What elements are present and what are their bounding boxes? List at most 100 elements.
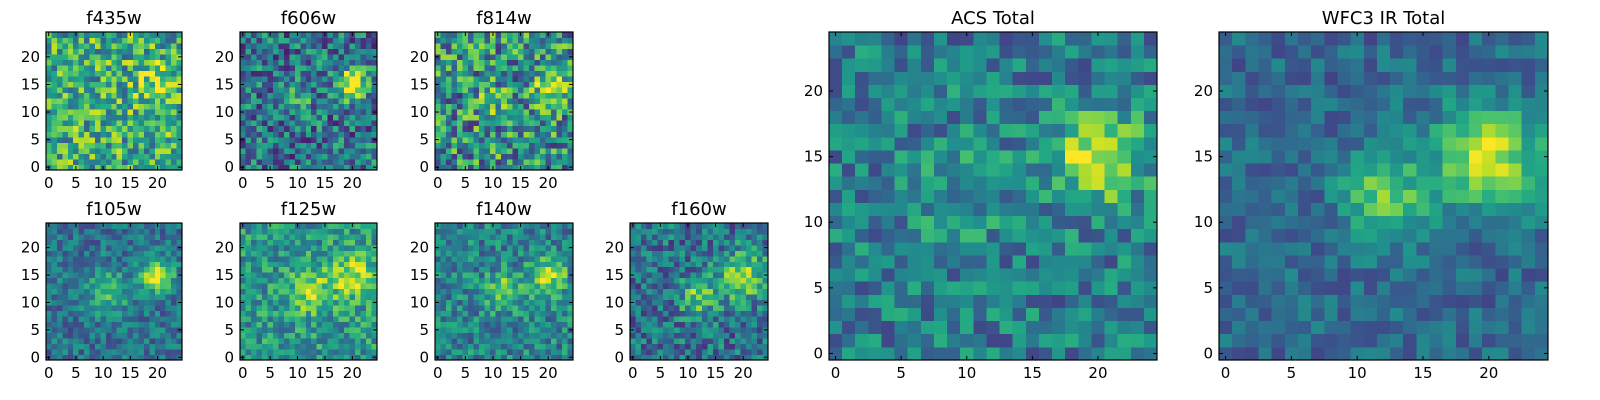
heatmap-cell	[250, 321, 257, 328]
heatmap-cell	[333, 136, 340, 143]
heatmap-cell	[523, 233, 530, 240]
heatmap-cell	[484, 299, 491, 306]
heatmap-cell	[355, 261, 361, 268]
heatmap-cell	[479, 288, 486, 295]
heatmap-cell	[56, 131, 63, 138]
heatmap-cell	[116, 255, 123, 262]
heatmap-cell	[294, 109, 301, 116]
heatmap-cell	[479, 349, 486, 355]
heatmap-cell	[154, 250, 161, 257]
heatmap-cell	[116, 59, 123, 66]
heatmap-cell	[349, 283, 356, 290]
heatmap-cell	[451, 299, 458, 306]
heatmap-cell	[435, 92, 441, 99]
heatmap-cell	[322, 92, 329, 99]
heatmap-cell	[256, 255, 263, 262]
heatmap-cell	[138, 81, 145, 88]
heatmap-cell	[920, 333, 935, 348]
heatmap-cell	[1091, 255, 1105, 269]
heatmap-cell	[371, 250, 378, 257]
heatmap-cell	[278, 48, 285, 55]
heatmap-cell	[646, 321, 653, 328]
heatmap-cell	[143, 43, 150, 49]
heatmap-cell	[300, 228, 307, 235]
heatmap-cell	[355, 332, 361, 339]
heatmap-cell	[283, 103, 290, 110]
heatmap-cell	[105, 120, 112, 127]
heatmap-cell	[484, 305, 491, 312]
heatmap-cell	[556, 305, 563, 312]
heatmap-cell	[933, 294, 948, 308]
heatmap-cell	[100, 239, 107, 246]
heatmap-cell	[462, 98, 469, 105]
heatmap-cell	[534, 81, 541, 88]
heatmap-cell	[523, 354, 530, 361]
heatmap-cell	[740, 327, 747, 333]
heatmap-cell	[333, 125, 340, 132]
heatmap-cell	[567, 32, 574, 38]
heatmap-cell	[355, 76, 361, 83]
heatmap-cell	[512, 147, 519, 154]
heatmap-cell	[349, 250, 356, 257]
heatmap-cell	[62, 158, 69, 165]
heatmap-cell	[272, 98, 279, 105]
heatmap-cell	[440, 147, 447, 154]
heatmap-cell	[528, 266, 535, 273]
heatmap-cell	[517, 158, 524, 165]
heatmap-cell	[176, 125, 183, 132]
heatmap-cell	[462, 92, 469, 99]
heatmap-cell	[327, 153, 334, 160]
heatmap-cell	[745, 294, 752, 301]
heatmap-cell	[539, 321, 546, 328]
heatmap-cell	[78, 255, 85, 262]
heatmap-cell	[1091, 294, 1105, 308]
heatmap-cell	[176, 250, 183, 257]
heatmap-cells	[435, 223, 574, 361]
heatmap-cell	[495, 65, 502, 72]
heatmap-cell	[435, 310, 441, 317]
heatmap-cell	[84, 299, 90, 306]
heatmap-cell	[116, 43, 123, 49]
heatmap-cell	[171, 283, 177, 290]
heatmap-cell	[473, 343, 480, 350]
heatmap-cell	[973, 215, 987, 230]
heatmap-cell	[479, 239, 486, 246]
heatmap-cell	[138, 338, 145, 344]
heatmap-cell	[171, 158, 177, 165]
heatmap-cell	[451, 59, 458, 66]
heatmap-cell	[300, 147, 307, 154]
heatmap-cell	[707, 250, 714, 257]
heatmap-cell	[561, 131, 568, 138]
heatmap-cell	[289, 332, 296, 339]
y-tick-label: 10	[410, 293, 429, 311]
heatmap-cell	[657, 228, 664, 235]
heatmap-cell	[960, 202, 974, 217]
heatmap-cell	[138, 125, 145, 132]
heatmap-cell	[1038, 320, 1053, 335]
heatmap-cell	[250, 32, 257, 38]
heatmap-cell	[506, 158, 513, 165]
heatmap-cell	[360, 332, 367, 339]
heatmap-cell	[327, 272, 334, 279]
heatmap-cell	[245, 354, 252, 361]
heatmap-cell	[512, 142, 519, 149]
heatmap-cell	[316, 76, 323, 83]
heatmap-cell	[311, 131, 318, 138]
heatmap-cell	[960, 307, 974, 322]
heatmap-cell	[630, 277, 636, 284]
heatmap-cell	[67, 255, 74, 262]
heatmap-cell	[138, 131, 145, 138]
heatmap-cell	[316, 114, 323, 121]
heatmap-cell	[512, 343, 519, 350]
heatmap-cell	[528, 54, 535, 60]
heatmap-cell	[545, 98, 552, 105]
heatmap-cell	[528, 48, 535, 55]
heatmap-cell	[122, 109, 128, 116]
heatmap-cell	[723, 354, 730, 361]
heatmap-cell	[690, 294, 697, 301]
heatmap-cell	[740, 244, 747, 251]
heatmap-cell	[501, 316, 508, 323]
heatmap-cell	[371, 261, 378, 268]
heatmap-cell	[495, 147, 502, 154]
heatmap-cell	[1104, 320, 1119, 335]
